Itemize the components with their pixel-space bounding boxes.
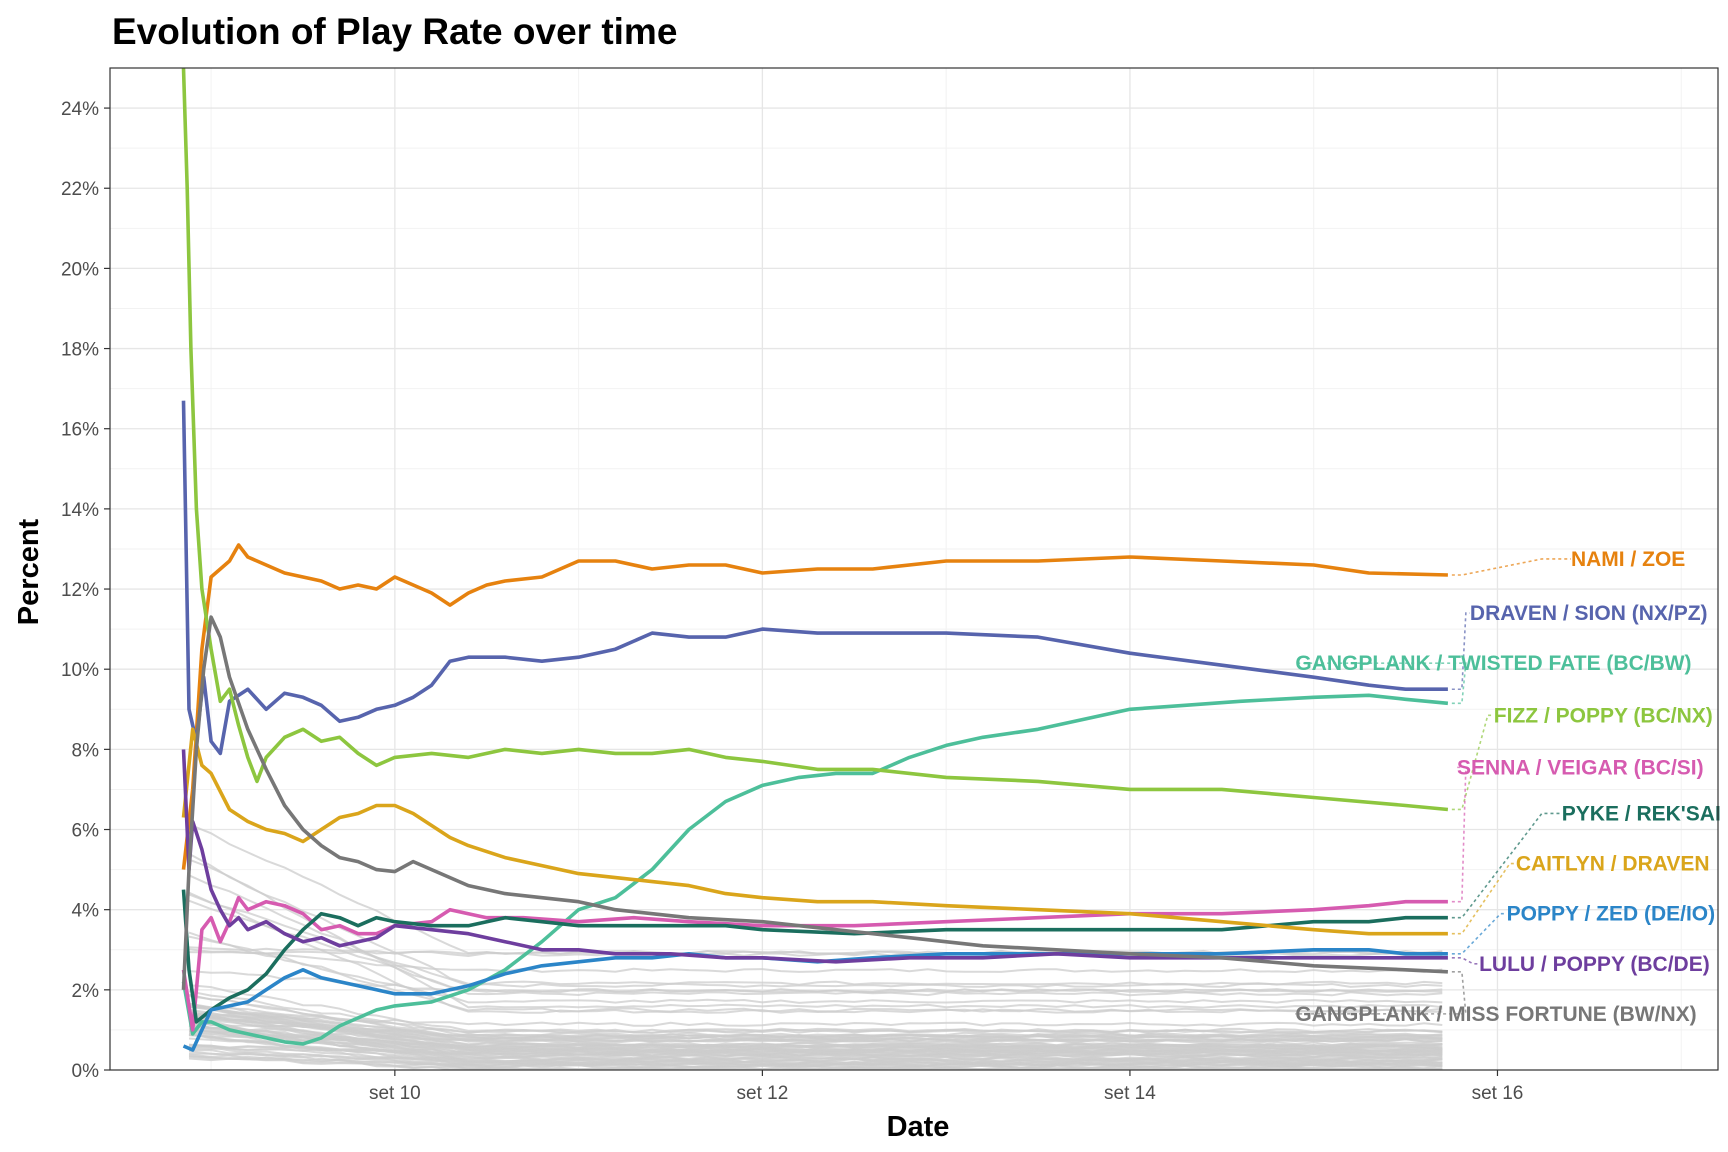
label-connector <box>1451 812 1562 919</box>
y-tick-label: 2% <box>72 981 100 1002</box>
x-axis-title: Date <box>887 1111 950 1143</box>
label-connector <box>1451 766 1467 903</box>
series-label: SENNA / VEIGAR (BC/SI) <box>1457 756 1704 779</box>
y-tick-label: 10% <box>61 660 99 681</box>
series-line <box>181 889 1448 1024</box>
background-line <box>188 1034 1443 1066</box>
label-connector <box>1451 612 1470 691</box>
x-tick-label: set 16 <box>1472 1083 1524 1104</box>
series-line <box>181 895 1448 1032</box>
series-label: POPPY / ZED (DE/IO) <box>1507 903 1715 926</box>
background-line <box>188 1014 1443 1062</box>
series-labels: NAMI / ZOE DRAVEN / SION (NX/PZ) GANGPLANK… <box>1295 548 1720 1026</box>
background-line <box>188 1015 1443 1038</box>
background-line <box>188 1011 1443 1047</box>
y-axis: 0% 2% 4% 6% 8% 10% 12% 14% 16% 18% 20% 22% 24% <box>61 99 110 1082</box>
y-tick-label: 0% <box>72 1061 100 1082</box>
background-line <box>188 1014 1443 1043</box>
series-label: LULU / POPPY (BC/DE) <box>1479 953 1710 976</box>
series-label: GANGPLANK / TWISTED FATE (BC/BW) <box>1295 652 1691 675</box>
series-line <box>181 749 1448 964</box>
grid-major <box>110 68 1718 1071</box>
y-tick-label: 24% <box>61 99 99 120</box>
background-line <box>188 1002 1443 1041</box>
series-label: GANGPLANK / MISS FORTUNE (BW/NX) <box>1295 1003 1696 1026</box>
background-line <box>188 970 1443 994</box>
label-connector <box>1451 558 1571 576</box>
series-line <box>181 67 1449 812</box>
chart-title: Evolution of Play Rate over time <box>112 11 677 52</box>
x-tick-label: set 10 <box>369 1083 421 1104</box>
y-tick-label: 12% <box>61 580 99 601</box>
label-connector <box>1451 912 1507 955</box>
label-connector <box>1451 956 1480 965</box>
background-line <box>188 1003 1443 1045</box>
background-line <box>188 1050 1443 1071</box>
background-line <box>188 946 1443 958</box>
grid-minor <box>110 67 1718 1070</box>
background-line <box>188 852 1443 1009</box>
series-label: DRAVEN / SION (NX/PZ) <box>1470 602 1708 625</box>
background-line <box>188 1019 1443 1067</box>
series-label: NAMI / ZOE <box>1571 548 1685 571</box>
background-line <box>188 858 1443 986</box>
y-tick-label: 22% <box>61 179 99 200</box>
background-line <box>189 1044 1443 1065</box>
label-connector <box>1295 662 1467 705</box>
background-line <box>188 1032 1443 1050</box>
background-line <box>188 1037 1443 1059</box>
plot-border <box>109 67 1719 1071</box>
background-line <box>188 899 1443 994</box>
background-line <box>188 990 1443 1037</box>
label-connectors <box>1295 558 1571 1015</box>
x-tick-label: set 12 <box>737 1083 789 1104</box>
y-axis-title: Percent <box>13 518 45 625</box>
series-label: FIZZ / POPPY (BC/NX) <box>1494 704 1713 727</box>
series-line <box>181 615 1448 990</box>
background-lines <box>188 823 1443 1071</box>
series-line <box>181 727 1448 936</box>
y-tick-label: 4% <box>72 901 100 922</box>
series-label: PYKE / REK'SAI <box>1562 802 1721 825</box>
label-connector <box>1451 714 1494 811</box>
y-tick-label: 18% <box>61 340 99 361</box>
y-tick-label: 20% <box>61 259 99 280</box>
series-line <box>181 543 1448 870</box>
x-axis: set 10 set 12 set 14 set 16 <box>369 1070 1523 1104</box>
background-line <box>188 1005 1443 1053</box>
label-connector <box>1451 862 1516 935</box>
y-tick-label: 16% <box>61 420 99 441</box>
series-line <box>181 693 1449 1046</box>
label-connector <box>1295 971 1467 1015</box>
x-tick-label: set 14 <box>1104 1083 1156 1104</box>
series-label: CAITLYN / DRAVEN <box>1516 853 1710 876</box>
series-lines <box>181 67 1449 1052</box>
background-line <box>188 948 1443 974</box>
background-line <box>188 984 1443 1033</box>
y-tick-label: 6% <box>72 821 100 842</box>
background-line <box>188 931 1443 1013</box>
background-line <box>188 893 1443 988</box>
y-tick-label: 8% <box>72 740 100 761</box>
y-tick-label: 14% <box>61 500 99 521</box>
